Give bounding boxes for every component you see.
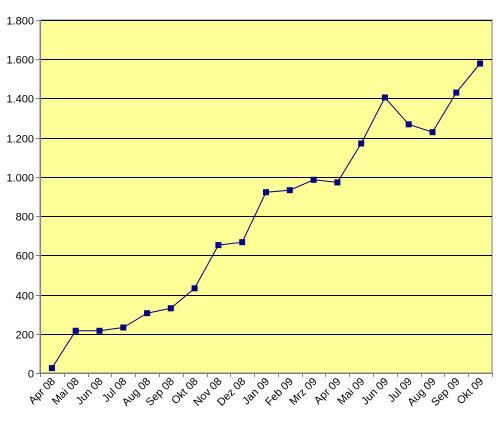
y-axis-ticks: 0 200 400 600 800 1.000 1.200 1.400 1.600 1.800: [6, 16, 40, 381]
data-point-aug-09: [429, 129, 436, 136]
data-point-aug-08: [144, 310, 151, 317]
plot-area: [39, 19, 493, 374]
data-point-mai-08: [72, 327, 79, 334]
data-point-mrz-09: [310, 176, 317, 183]
data-point-jun-09: [381, 94, 388, 101]
data-point-okt-09: [477, 60, 484, 67]
y-tick-label: 200: [16, 330, 34, 342]
y-tick-label: 1.000: [6, 173, 34, 185]
y-tick-label: 0: [28, 369, 34, 381]
data-point-apr-08: [48, 365, 55, 372]
data-point-jul-09: [405, 121, 412, 128]
data-point-mai-09: [358, 140, 365, 147]
y-tick-label: 1.600: [6, 55, 34, 67]
data-point-okt-08: [191, 285, 198, 292]
data-point-jun-08: [96, 327, 103, 334]
data-point-sep-09: [453, 89, 460, 96]
axes: [40, 20, 492, 374]
y-tick-label: 600: [16, 251, 34, 263]
data-point-nov-08: [215, 242, 222, 249]
series: [48, 60, 484, 372]
y-tick-label: 800: [16, 212, 34, 224]
y-tick-label: 1.800: [6, 16, 34, 28]
data-point-dez-08: [239, 239, 246, 246]
grid-lines: [40, 20, 492, 335]
data-point-feb-09: [286, 187, 293, 194]
data-point-jul-08: [120, 324, 127, 331]
y-tick-label: 1.200: [6, 134, 34, 146]
data-point-jan-09: [263, 189, 269, 196]
y-tick-label: 400: [16, 291, 34, 303]
data-point-sep-08: [167, 305, 174, 312]
y-tick-label: 1.400: [6, 94, 34, 106]
data-point-apr-09: [334, 179, 341, 186]
